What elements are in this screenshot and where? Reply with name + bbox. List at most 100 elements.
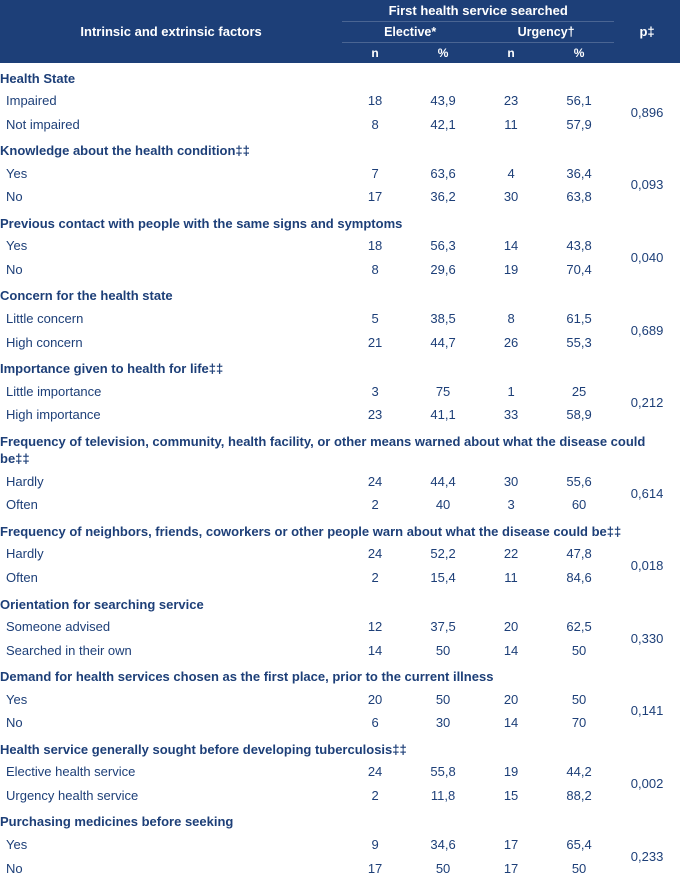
p-value: 0,093 <box>614 162 680 209</box>
cell-up: 84,6 <box>544 566 614 590</box>
col-header-elective-pct: % <box>408 43 478 64</box>
cell-en: 18 <box>342 234 408 258</box>
table-row: Hardly2452,22247,80,018 <box>0 542 680 566</box>
cell-up: 65,4 <box>544 833 614 857</box>
cell-un: 17 <box>478 833 544 857</box>
row-label: Searched in their own <box>0 639 342 663</box>
cell-en: 24 <box>342 470 408 494</box>
row-label: Elective health service <box>0 760 342 784</box>
cell-un: 1 <box>478 380 544 404</box>
table-row: No17501750 <box>0 857 680 881</box>
table-row: Impaired1843,92356,10,896 <box>0 89 680 113</box>
table-row: No829,61970,4 <box>0 258 680 282</box>
cell-ep: 42,1 <box>408 113 478 137</box>
cell-ep: 30 <box>408 711 478 735</box>
row-label: No <box>0 185 342 209</box>
row-label: Yes <box>0 234 342 258</box>
cell-up: 58,9 <box>544 403 614 427</box>
cell-up: 25 <box>544 380 614 404</box>
cell-up: 55,3 <box>544 331 614 355</box>
cell-en: 14 <box>342 639 408 663</box>
cell-up: 60 <box>544 493 614 517</box>
row-label: Yes <box>0 833 342 857</box>
table-row: Little importance3751250,212 <box>0 380 680 404</box>
table-row: Not impaired842,11157,9 <box>0 113 680 137</box>
cell-en: 12 <box>342 615 408 639</box>
cell-ep: 38,5 <box>408 307 478 331</box>
row-label: Yes <box>0 688 342 712</box>
cell-un: 20 <box>478 615 544 639</box>
cell-ep: 63,6 <box>408 162 478 186</box>
cell-en: 24 <box>342 542 408 566</box>
cell-ep: 50 <box>408 857 478 881</box>
row-label: Not impaired <box>0 113 342 137</box>
cell-un: 3 <box>478 493 544 517</box>
p-value: 0,614 <box>614 470 680 517</box>
cell-en: 2 <box>342 493 408 517</box>
table-row: Yes205020500,141 <box>0 688 680 712</box>
row-label: High concern <box>0 331 342 355</box>
cell-ep: 50 <box>408 639 478 663</box>
cell-ep: 37,5 <box>408 615 478 639</box>
section-title: Frequency of neighbors, friends, coworke… <box>0 517 680 543</box>
cell-en: 2 <box>342 784 408 808</box>
cell-up: 56,1 <box>544 89 614 113</box>
p-value: 0,141 <box>614 688 680 735</box>
table-row: Often240360 <box>0 493 680 517</box>
col-header-elective-n: n <box>342 43 408 64</box>
p-value: 0,040 <box>614 234 680 281</box>
cell-en: 18 <box>342 89 408 113</box>
cell-up: 36,4 <box>544 162 614 186</box>
table-row: Searched in their own14501450 <box>0 639 680 663</box>
p-value: 0,212 <box>614 380 680 427</box>
cell-ep: 29,6 <box>408 258 478 282</box>
row-label: Little concern <box>0 307 342 331</box>
cell-en: 6 <box>342 711 408 735</box>
table-row: Often215,41184,6 <box>0 566 680 590</box>
cell-ep: 52,2 <box>408 542 478 566</box>
table-row: Yes934,61765,40,233 <box>0 833 680 857</box>
col-header-p: p‡ <box>614 0 680 63</box>
col-header-urgency-pct: % <box>544 43 614 64</box>
section-title: Frequency of television, community, heal… <box>0 427 680 470</box>
col-header-group: First health service searched <box>342 0 614 22</box>
cell-up: 50 <box>544 688 614 712</box>
col-header-factors: Intrinsic and extrinsic factors <box>0 0 342 63</box>
cell-un: 17 <box>478 857 544 881</box>
table-row: Urgency health service211,81588,2 <box>0 784 680 808</box>
cell-en: 24 <box>342 760 408 784</box>
cell-un: 19 <box>478 258 544 282</box>
row-label: Hardly <box>0 470 342 494</box>
section-title: Purchasing medicines before seeking <box>0 807 680 833</box>
factors-table-container: Intrinsic and extrinsic factors First he… <box>0 0 680 880</box>
cell-ep: 36,2 <box>408 185 478 209</box>
section-title: Previous contact with people with the sa… <box>0 209 680 235</box>
cell-up: 50 <box>544 857 614 881</box>
cell-ep: 11,8 <box>408 784 478 808</box>
cell-ep: 44,4 <box>408 470 478 494</box>
table-row: High importance2341,13358,9 <box>0 403 680 427</box>
cell-un: 22 <box>478 542 544 566</box>
row-label: Hardly <box>0 542 342 566</box>
row-label: Often <box>0 493 342 517</box>
section-title: Demand for health services chosen as the… <box>0 662 680 688</box>
cell-un: 30 <box>478 185 544 209</box>
cell-en: 7 <box>342 162 408 186</box>
row-label: High importance <box>0 403 342 427</box>
cell-un: 20 <box>478 688 544 712</box>
cell-un: 11 <box>478 566 544 590</box>
table-row: Someone advised1237,52062,50,330 <box>0 615 680 639</box>
p-value: 0,002 <box>614 760 680 807</box>
table-row: No6301470 <box>0 711 680 735</box>
row-label: Impaired <box>0 89 342 113</box>
cell-up: 55,6 <box>544 470 614 494</box>
cell-ep: 50 <box>408 688 478 712</box>
cell-en: 20 <box>342 688 408 712</box>
cell-ep: 34,6 <box>408 833 478 857</box>
cell-en: 3 <box>342 380 408 404</box>
col-header-elective: Elective* <box>342 22 478 43</box>
cell-ep: 15,4 <box>408 566 478 590</box>
p-value: 0,330 <box>614 615 680 662</box>
cell-up: 70,4 <box>544 258 614 282</box>
cell-ep: 41,1 <box>408 403 478 427</box>
